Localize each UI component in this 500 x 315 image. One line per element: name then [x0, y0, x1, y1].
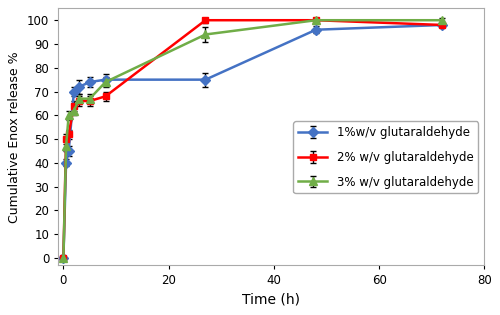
- Legend: 1%w/v glutaraldehyde, 2% w/v glutaraldehyde, 3% w/v glutaraldehyde: 1%w/v glutaraldehyde, 2% w/v glutaraldeh…: [293, 121, 478, 193]
- X-axis label: Time (h): Time (h): [242, 293, 300, 307]
- Y-axis label: Cumulative Enox release %: Cumulative Enox release %: [8, 51, 22, 222]
